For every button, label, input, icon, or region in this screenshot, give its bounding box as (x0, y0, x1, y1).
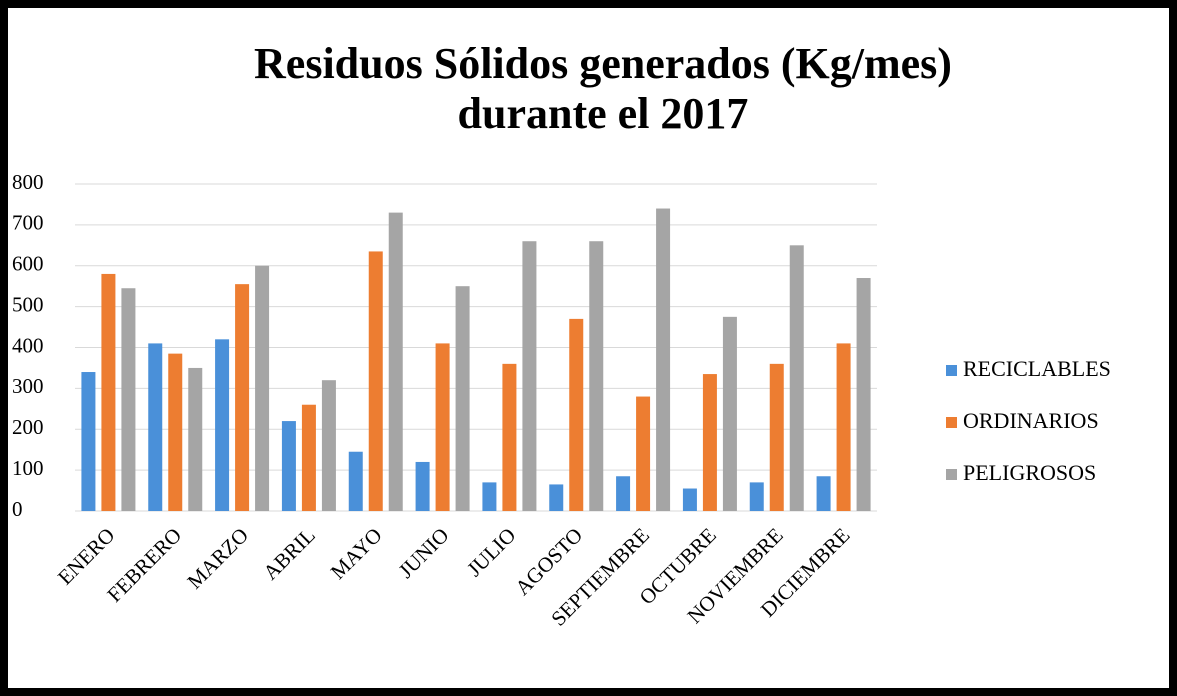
bar (749, 482, 764, 511)
bar (148, 343, 163, 511)
y-tick-label: 700 (12, 211, 44, 235)
bar (348, 451, 363, 511)
bar (215, 339, 230, 511)
bar (321, 380, 336, 511)
bar (81, 372, 96, 511)
bar (702, 374, 717, 511)
legend-swatch (946, 365, 957, 376)
bar (101, 273, 116, 511)
bar (255, 265, 270, 511)
y-tick-label: 500 (12, 292, 44, 316)
bar (816, 476, 831, 511)
legend-label: RECICLABLES (963, 356, 1111, 381)
bar (435, 343, 450, 511)
y-tick-label: 600 (12, 252, 44, 276)
y-tick-label: 400 (12, 333, 44, 357)
bar (656, 208, 671, 511)
bar (121, 288, 136, 511)
bar (235, 284, 250, 511)
bar (415, 461, 430, 511)
bar (682, 488, 697, 511)
bar (569, 318, 584, 511)
bar (616, 476, 631, 511)
y-tick-label: 800 (12, 170, 44, 194)
legend-label: PELIGROSOS (963, 460, 1096, 485)
bar (856, 278, 871, 511)
legend-swatch (946, 417, 957, 428)
bar (188, 367, 203, 511)
bar (589, 241, 604, 511)
bar (301, 404, 316, 511)
bar (722, 316, 737, 511)
y-tick-label: 300 (12, 374, 44, 398)
bar (636, 396, 651, 511)
bar (455, 286, 470, 511)
bar (522, 241, 537, 511)
chart-title: durante el 2017 (458, 89, 749, 138)
y-tick-label: 0 (12, 497, 23, 521)
bar (502, 363, 517, 511)
bar (281, 421, 296, 511)
bar (789, 245, 804, 511)
y-tick-label: 200 (12, 415, 44, 439)
bar (836, 343, 851, 511)
bar (168, 353, 183, 511)
bar (368, 251, 383, 511)
legend-swatch (946, 469, 957, 480)
bar (769, 363, 784, 511)
bar (549, 484, 564, 511)
bar (482, 482, 497, 511)
bar (388, 212, 403, 512)
chart-title: Residuos Sólidos generados (Kg/mes) (254, 39, 952, 88)
y-tick-label: 100 (12, 456, 44, 480)
legend-label: ORDINARIOS (963, 408, 1099, 433)
